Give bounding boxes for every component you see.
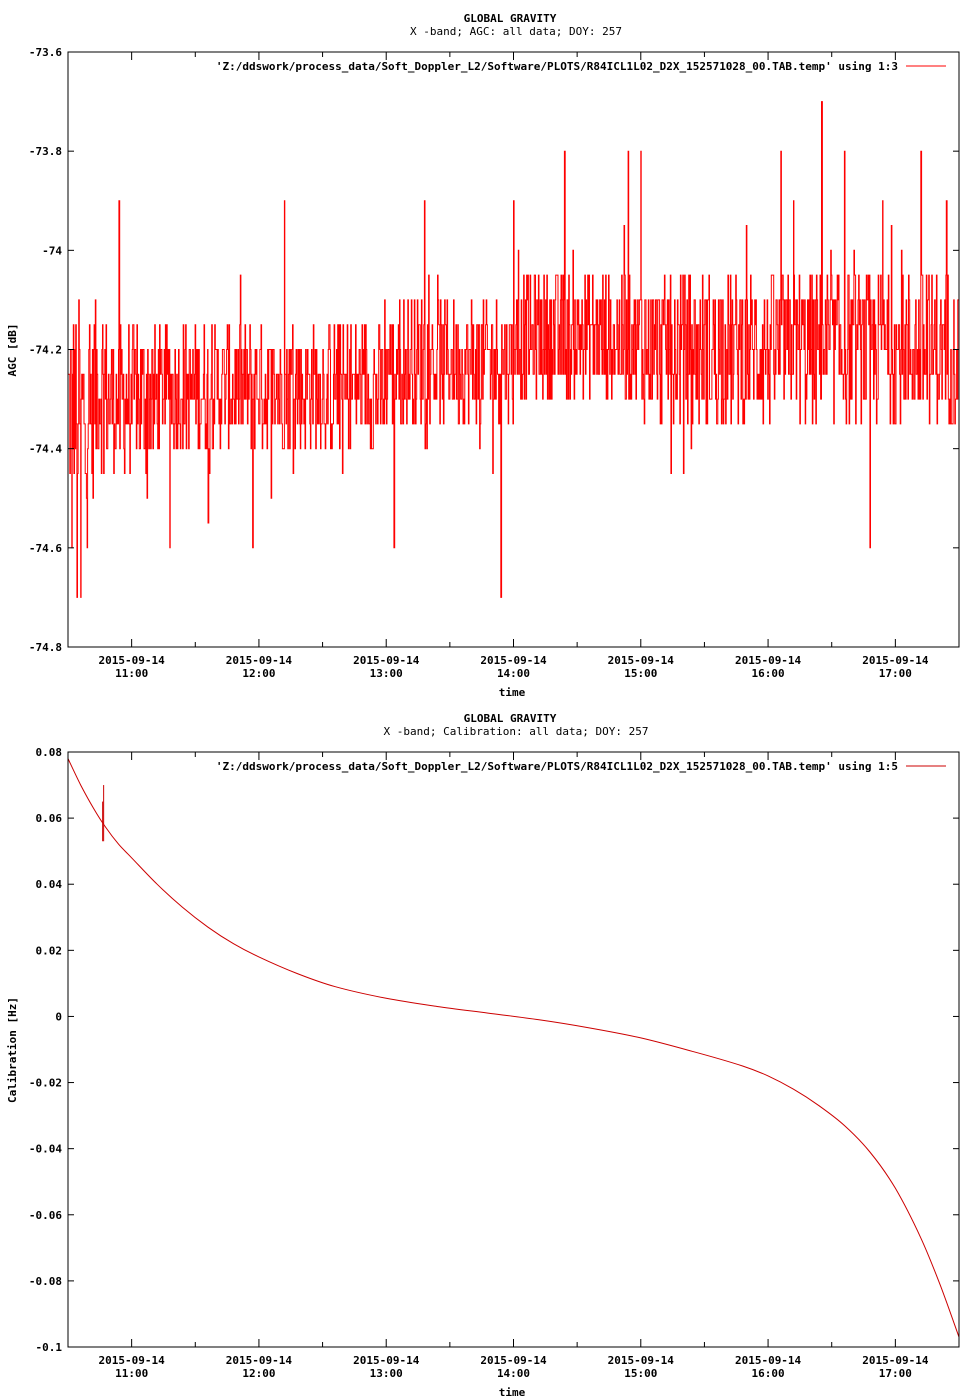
calibration-xtick-time: 13:00 [370,1367,403,1380]
calibration-xtick-time: 17:00 [879,1367,912,1380]
agc-xtick-date: 2015-09-14 [608,654,675,667]
calibration-xtick-time: 16:00 [752,1367,785,1380]
agc-x-axis-label: time [499,686,526,699]
agc-xtick-date: 2015-09-14 [735,654,802,667]
calibration-xtick-date: 2015-09-14 [862,1354,929,1367]
calibration-xtick-date: 2015-09-14 [99,1354,166,1367]
calibration-title: GLOBAL GRAVITY [464,712,557,725]
calibration-ytick-label: 0.06 [36,812,63,825]
calibration-xtick-date: 2015-09-14 [480,1354,547,1367]
calibration-ytick-label: -0.04 [29,1143,62,1156]
agc-ytick-label: -74.8 [29,641,62,654]
calibration-ytick-label: -0.1 [36,1341,63,1354]
agc-xtick-time: 16:00 [752,667,785,680]
agc-series-line [68,101,960,598]
agc-ytick-label: -74.6 [29,542,62,555]
calibration-series-line [67,758,960,1338]
calibration-plot-frame [67,751,960,1348]
calibration-xtick-time: 11:00 [115,1367,148,1380]
agc-legend-label: 'Z:/ddswork/process_data/Soft_Doppler_L2… [216,60,898,73]
calibration-xtick-date: 2015-09-14 [735,1354,802,1367]
calibration-ytick-label: -0.06 [29,1209,62,1222]
agc-ytick-label: -73.8 [29,145,62,158]
agc-series-path [68,101,960,598]
calibration-axes: 0.08 0.06 0.04 0.02 0 -0.02 -0.04 -0.06 -0.08 -0.… [29,746,960,1380]
agc-axes: -73.6 -73.8 -74 -74.2 -74.4 -74.6 -74.8 2015-09… [29,46,960,680]
calibration-y-axis-label: Calibration [Hz] [6,997,19,1103]
agc-xtick-date: 2015-09-14 [99,654,166,667]
calibration-ytick-label: -0.02 [29,1077,62,1090]
calibration-x-axis-label: time [499,1386,526,1399]
calibration-xtick-time: 12:00 [242,1367,275,1380]
agc-xtick-time: 12:00 [242,667,275,680]
agc-title: GLOBAL GRAVITY [464,12,557,25]
agc-y-axis-label: AGC [dB] [6,324,19,377]
calibration-xtick-time: 15:00 [624,1367,657,1380]
agc-ytick-label: -73.6 [29,46,62,59]
calibration-xtick-time: 14:00 [497,1367,530,1380]
agc-xtick-date: 2015-09-14 [226,654,293,667]
calibration-plot: GLOBAL GRAVITY X -band; Calibration: all… [6,712,960,1399]
agc-ytick-label: -74.2 [29,344,62,357]
calibration-xtick-date: 2015-09-14 [608,1354,675,1367]
calibration-xtick-date: 2015-09-14 [226,1354,293,1367]
agc-xtick-date: 2015-09-14 [862,654,929,667]
calibration-subtitle: X -band; Calibration: all data; DOY: 257 [384,725,649,738]
calibration-series-path [67,758,960,1338]
calibration-ytick-label: 0.02 [36,944,63,957]
calibration-xtick-date: 2015-09-14 [353,1354,420,1367]
agc-xtick-time: 14:00 [497,667,530,680]
agc-ytick-label: -74.4 [29,443,62,456]
calibration-ytick-label: 0.08 [36,746,63,759]
agc-xtick-time: 17:00 [879,667,912,680]
agc-ytick-label: -74 [42,244,62,257]
agc-xtick-date: 2015-09-14 [480,654,547,667]
agc-xtick-time: 15:00 [624,667,657,680]
calibration-ytick-label: -0.08 [29,1275,62,1288]
calibration-legend-label: 'Z:/ddswork/process_data/Soft_Doppler_L2… [216,760,898,773]
agc-subtitle: X -band; AGC: all data; DOY: 257 [410,25,622,38]
agc-xtick-time: 13:00 [370,667,403,680]
agc-xtick-time: 11:00 [115,667,148,680]
calibration-ytick-label: 0.04 [36,878,63,891]
calibration-ytick-label: 0 [55,1010,62,1023]
agc-plot: GLOBAL GRAVITY X -band; AGC: all data; D… [6,12,960,699]
agc-xtick-date: 2015-09-14 [353,654,420,667]
